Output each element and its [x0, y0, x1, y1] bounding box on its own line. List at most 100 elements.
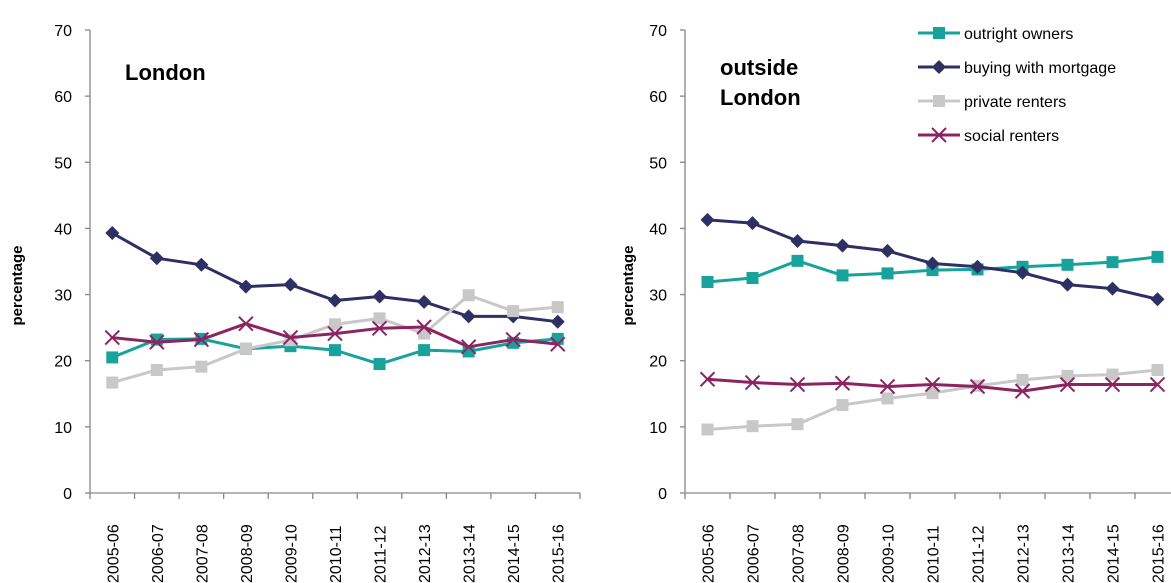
- data-point-outright-owners: [1061, 258, 1074, 271]
- legend-label: buying with mortgage: [964, 60, 1116, 77]
- y-tick-label: 20: [54, 354, 72, 371]
- data-point-private-renters: [881, 392, 894, 405]
- data-point-buying-with-mortgage: [283, 277, 298, 292]
- data-point-private-renters: [836, 399, 849, 412]
- x-tick-label: 2013-14: [1061, 524, 1078, 583]
- x-tick-label: 2014-15: [506, 524, 523, 583]
- y-tick-label: 10: [54, 420, 72, 437]
- data-point-buying-with-mortgage: [238, 279, 253, 294]
- data-point-private-renters: [1061, 369, 1074, 382]
- data-point-buying-with-mortgage: [372, 289, 387, 304]
- data-point-social-renters: [460, 339, 477, 355]
- y-tick-label: 40: [54, 221, 72, 238]
- data-point-social-renters: [879, 378, 896, 395]
- data-point-private-renters: [507, 305, 520, 318]
- data-point-buying-with-mortgage: [417, 294, 432, 309]
- data-point-buying-with-mortgage: [1015, 265, 1030, 280]
- y-tick-label: 10: [649, 420, 667, 437]
- y-tick-label: 40: [649, 221, 667, 238]
- data-point-buying-with-mortgage: [1060, 277, 1075, 292]
- chart-outside-london: 0 10 20 30 40 50 60 70 2005-06 2006-07 2007-08 2008…: [620, 23, 1171, 583]
- data-point-private-renters: [329, 318, 341, 331]
- data-point-private-renters: [150, 363, 163, 376]
- data-point-private-renters: [106, 376, 119, 389]
- y-tick-label: 30: [54, 288, 72, 305]
- data-point-social-renters: [550, 336, 566, 352]
- data-point-buying-with-mortgage: [105, 226, 120, 241]
- data-point-private-renters: [791, 418, 804, 431]
- data-point-social-renters: [834, 375, 851, 391]
- y-tick-label: 60: [649, 89, 667, 106]
- data-point-buying-with-mortgage: [461, 309, 476, 324]
- data-point-social-renters: [1059, 376, 1076, 393]
- legend-label: outright owners: [964, 26, 1073, 43]
- data-point-social-renters: [104, 329, 120, 346]
- x-tick-label: 2009-10: [881, 524, 898, 583]
- data-point-buying-with-mortgage: [700, 212, 715, 227]
- x-tick-label: 2011-12: [373, 525, 390, 583]
- x-tick-label: 2012-13: [417, 524, 434, 583]
- data-point-outright-owners: [1151, 250, 1164, 263]
- y-axis-title: percentage: [9, 245, 26, 325]
- data-point-outright-owners: [150, 333, 163, 346]
- x-tick-label: 2014-15: [1106, 524, 1123, 583]
- data-point-social-renters: [505, 331, 521, 348]
- x-tick-label: 2015-16: [1151, 524, 1168, 583]
- x-tick-label: 2006-07: [746, 524, 763, 583]
- data-point-buying-with-mortgage: [745, 216, 760, 231]
- x-tick-label: 2010-11: [328, 525, 345, 583]
- y-tick-label: 50: [54, 155, 72, 172]
- y-tick-label: 0: [63, 486, 72, 503]
- data-point-social-renters: [744, 374, 761, 391]
- data-point-buying-with-mortgage: [790, 233, 805, 248]
- data-point-private-renters: [701, 423, 714, 436]
- x-tick-label: 2011-12: [971, 525, 988, 583]
- x-tick-label: 2008-09: [239, 524, 256, 583]
- data-point-social-renters: [924, 376, 941, 393]
- data-point-private-renters: [1106, 368, 1119, 381]
- y-tick-label: 60: [54, 89, 72, 106]
- data-point-private-renters: [1151, 363, 1164, 376]
- x-tick-label: 2010-11: [926, 525, 943, 583]
- data-point-buying-with-mortgage: [970, 259, 985, 274]
- data-point-buying-with-mortgage: [194, 257, 209, 272]
- data-point-buying-with-mortgage: [1105, 281, 1120, 296]
- data-point-social-renters: [699, 371, 716, 387]
- data-point-social-renters: [789, 376, 806, 393]
- data-point-social-renters: [193, 331, 210, 348]
- y-tick-label: 20: [649, 354, 667, 371]
- x-tick-label: 2008-09: [836, 524, 853, 583]
- data-point-outright-owners: [418, 344, 431, 357]
- y-tick-label: 0: [658, 486, 667, 503]
- data-point-outright-owners: [881, 267, 894, 280]
- data-point-social-renters: [1014, 383, 1031, 399]
- data-point-buying-with-mortgage: [880, 243, 895, 258]
- legend: outright owners buying with mortgage priva…: [918, 26, 1116, 145]
- data-point-social-renters: [1149, 376, 1166, 393]
- data-point-outright-owners: [701, 276, 714, 289]
- x-tick-label: 2009-10: [283, 524, 300, 583]
- data-point-buying-with-mortgage: [835, 238, 850, 253]
- data-point-buying-with-mortgage: [149, 251, 164, 266]
- data-point-private-renters: [195, 360, 208, 373]
- x-tick-label: 2007-08: [194, 524, 211, 583]
- data-point-outright-owners: [836, 269, 849, 282]
- data-point-private-renters: [746, 420, 759, 433]
- y-tick-label: 70: [649, 23, 667, 40]
- y-tick-label: 50: [649, 155, 667, 172]
- data-point-private-renters: [1016, 373, 1029, 386]
- chart-title: London: [125, 60, 206, 85]
- data-point-social-renters: [282, 329, 299, 346]
- data-point-outright-owners: [791, 254, 804, 267]
- legend-label: private renters: [964, 94, 1066, 111]
- series-line-private-renters: [707, 368, 1158, 431]
- x-tick-label: 2006-07: [150, 524, 167, 583]
- x-tick-label: 2012-13: [1016, 524, 1033, 583]
- data-point-private-renters: [462, 289, 475, 302]
- legend-label: social renters: [964, 128, 1059, 145]
- data-point-social-renters: [969, 378, 986, 395]
- data-point-outright-owners: [746, 272, 759, 285]
- x-tick-label: 2007-08: [791, 524, 808, 583]
- data-point-outright-owners: [329, 344, 341, 357]
